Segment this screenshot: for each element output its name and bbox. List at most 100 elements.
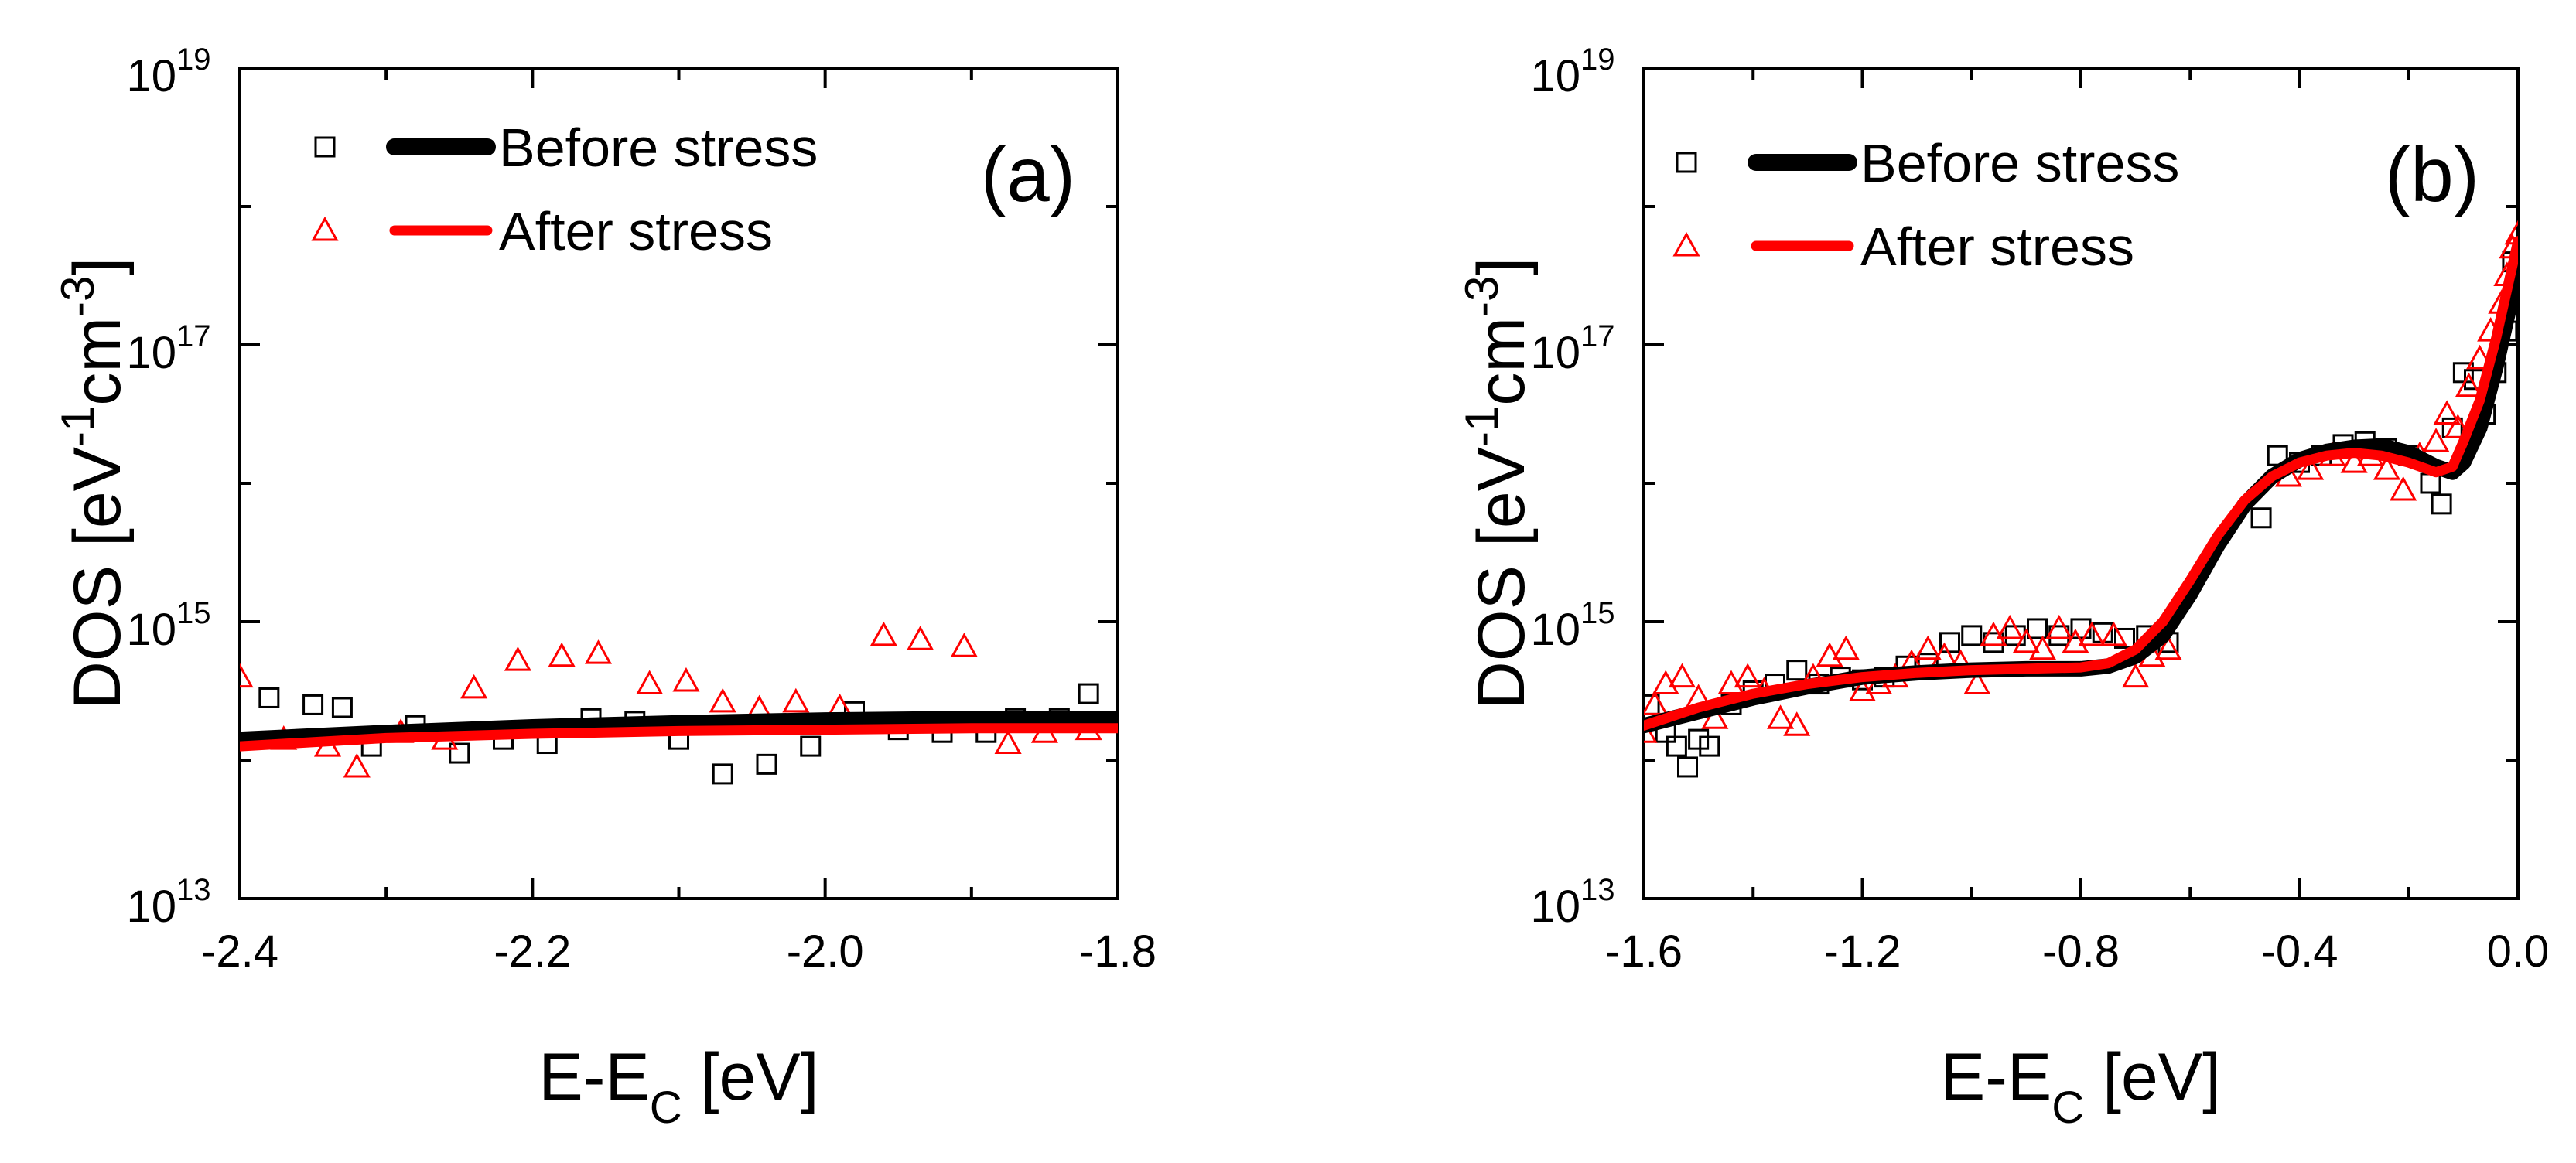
data-point-before-stress (1078, 683, 1099, 704)
data-point-before-stress (302, 694, 324, 715)
y-axis-title-ylabel_main: DOS [eV (1464, 447, 1539, 709)
data-point-after-stress (636, 670, 664, 695)
data-point-before-stress (2027, 618, 2048, 639)
data-point-after-stress (2122, 663, 2150, 688)
data-point-after-stress (1963, 670, 1991, 695)
data-point-before-stress (1699, 735, 1720, 757)
legend-marker-triangle (311, 216, 339, 241)
data-point-before-stress (756, 753, 777, 775)
data-point-after-stress (504, 646, 531, 671)
x-tick-label: -2.2 (494, 926, 571, 977)
data-point-before-stress (2070, 618, 2092, 639)
data-point-after-stress (1734, 663, 1761, 688)
data-point-after-stress (2433, 400, 2461, 425)
data-point-before-stress (2250, 507, 2272, 529)
data-point-after-stress (907, 626, 934, 650)
y-axis-title-ylabel_mid: cm (60, 317, 135, 406)
y-axis-title-ylabel_tail: ] (1464, 257, 1539, 276)
y-tick-label-exp: 19 (1580, 43, 1615, 77)
x-tick-label: -1.8 (1079, 926, 1156, 977)
y-axis-title-ylabel_tail: ] (60, 257, 135, 276)
data-point-after-stress (2390, 476, 2417, 501)
data-point-after-stress (672, 667, 700, 692)
y-tick-label: 10 19 (126, 43, 210, 101)
y-tick-label: 10 15 (126, 596, 210, 655)
data-point-after-stress (2078, 621, 2106, 646)
y-tick-label-exp: 15 (176, 596, 211, 630)
y-tick-label: 10 19 (1530, 43, 1614, 101)
y-tick-label: 10 15 (1530, 596, 1614, 655)
plot-area (240, 621, 1118, 785)
x-tick-label: -0.8 (2042, 926, 2120, 977)
data-point-before-stress (449, 742, 470, 764)
y-axis-title-ylabel_exp2: -3 (52, 276, 104, 317)
data-point-after-stress (2444, 414, 2472, 438)
data-point-after-stress (950, 633, 978, 657)
y-axis-title-ylabel_mid: cm (1464, 317, 1539, 406)
data-point-after-stress (2045, 614, 2073, 639)
x-tick-label: -0.4 (2261, 926, 2339, 977)
data-point-after-stress (1783, 711, 1811, 736)
legend-label: After stress (499, 201, 773, 261)
legend-label: After stress (1860, 217, 2134, 277)
data-point-after-stress (1652, 670, 1679, 695)
data-point-after-stress (2297, 455, 2325, 480)
y-tick-label-base: 10 (1530, 328, 1580, 378)
y-tick-label-exp: 13 (176, 873, 211, 907)
data-point-before-stress (1939, 632, 1960, 653)
data-point-before-stress (712, 763, 733, 785)
panel-label: (b) (2385, 131, 2479, 218)
data-point-after-stress (1914, 635, 1942, 660)
y-tick-label-base: 10 (1530, 605, 1580, 655)
y-tick-label-exp: 17 (1580, 319, 1615, 353)
data-point-after-stress (2099, 621, 2127, 646)
x-tick-label: -1.2 (1824, 926, 1901, 977)
data-point-after-stress (548, 642, 576, 667)
x-axis-title-tail: [eV] (682, 1040, 819, 1114)
y-tick-label-exp: 19 (176, 43, 211, 77)
data-point-after-stress (1701, 704, 1729, 729)
data-point-before-stress (2452, 362, 2474, 384)
x-tick-label: -2.0 (787, 926, 864, 977)
legend-marker-square (1676, 152, 1697, 173)
plot-area (1644, 220, 2518, 778)
data-point-after-stress (460, 674, 488, 699)
x-tick-label: -1.6 (1605, 926, 1683, 977)
data-point-before-stress (1961, 625, 1983, 646)
x-axis-title-sub: C (650, 1083, 682, 1133)
y-axis-title-ylabel_exp1: -1 (52, 406, 104, 447)
data-point-before-stress (800, 735, 822, 757)
y-tick-label: 10 17 (126, 319, 210, 378)
data-point-after-stress (782, 687, 810, 713)
data-point-after-stress (1816, 642, 1843, 667)
y-tick-label-exp: 17 (176, 319, 211, 353)
y-tick-label: 10 13 (126, 873, 210, 932)
data-point-after-stress (869, 621, 897, 646)
y-axis-title-ylabel_exp1: -1 (1456, 406, 1508, 447)
fit-line-before-stress (240, 711, 1118, 748)
x-axis-title-tail: [eV] (2084, 1040, 2221, 1114)
data-point-after-stress (1668, 663, 1696, 688)
data-point-after-stress (2455, 372, 2482, 397)
x-tick-label: 0.0 (2487, 926, 2550, 977)
y-tick-label: 10 13 (1530, 873, 1614, 932)
data-point-before-stress (1666, 735, 1687, 757)
y-tick-label-exp: 15 (1580, 596, 1615, 630)
x-axis-title: E-EC [eV] (538, 1040, 818, 1133)
legend-marker-triangle (1672, 231, 1700, 257)
data-point-after-stress (2029, 635, 2057, 660)
data-point-after-stress (709, 687, 736, 713)
data-point-after-stress (2373, 455, 2401, 480)
data-point-after-stress (2154, 635, 2182, 660)
legend-label: Before stress (1860, 133, 2179, 193)
legend-marker-square (314, 136, 336, 158)
y-tick-label-base: 10 (1530, 882, 1580, 932)
fit-line-before-stress (1644, 261, 2518, 734)
data-point-before-stress (1677, 756, 1698, 778)
y-tick-label-base: 10 (1530, 51, 1580, 101)
data-point-after-stress (994, 729, 1022, 755)
data-point-after-stress (2466, 344, 2494, 370)
